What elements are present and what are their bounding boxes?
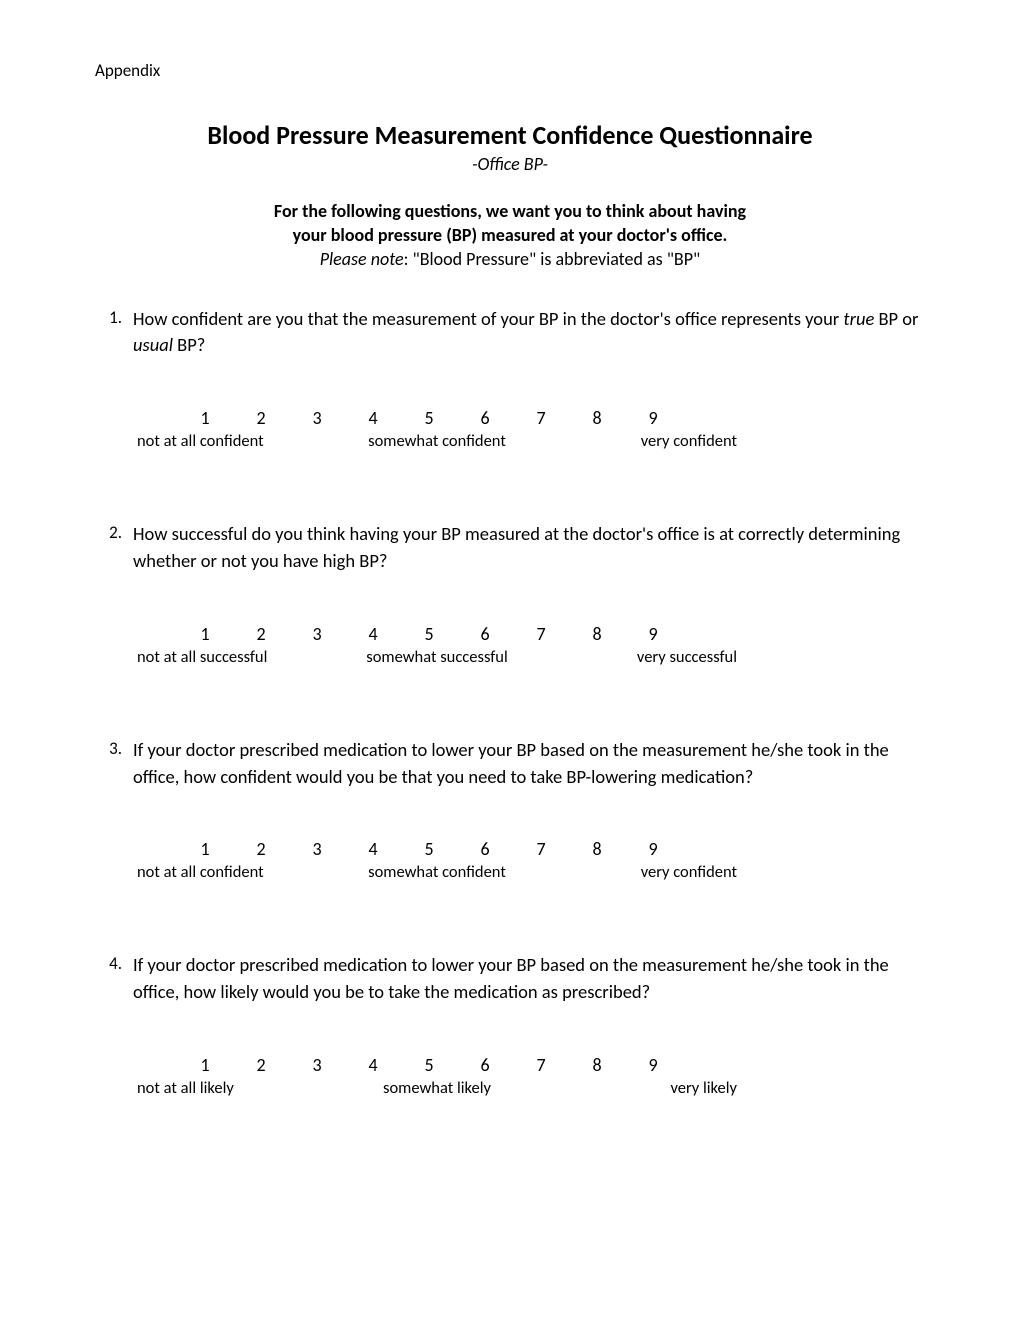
scale-labels: not at all successful somewhat successfu… bbox=[137, 647, 737, 667]
scale-option-5[interactable]: 5 bbox=[401, 838, 457, 860]
scale-option-5[interactable]: 5 bbox=[401, 623, 457, 645]
scale-1: 1 2 3 4 5 6 7 8 9 not at all confident s… bbox=[95, 407, 925, 451]
scale-label-mid: somewhat likely bbox=[337, 1078, 537, 1098]
question-number: 4. bbox=[95, 952, 133, 1006]
scale-option-1[interactable]: 1 bbox=[177, 407, 233, 429]
scale-label-right: very likely bbox=[537, 1078, 737, 1098]
scale-labels: not at all likely somewhat likely very l… bbox=[137, 1078, 737, 1098]
question-4: 4. If your doctor prescribed medication … bbox=[95, 952, 925, 1006]
instructions-line-1: For the following questions, we want you… bbox=[95, 199, 925, 223]
scale-option-7[interactable]: 7 bbox=[513, 623, 569, 645]
question-text: How confident are you that the measureme… bbox=[133, 306, 925, 360]
scale-option-3[interactable]: 3 bbox=[289, 407, 345, 429]
scale-option-4[interactable]: 4 bbox=[345, 623, 401, 645]
scale-label-mid: somewhat confident bbox=[337, 862, 537, 882]
question-number: 3. bbox=[95, 737, 133, 791]
question-text: How successful do you think having your … bbox=[133, 521, 925, 575]
instructions-line-2: your blood pressure (BP) measured at you… bbox=[95, 223, 925, 247]
question-3: 3. If your doctor prescribed medication … bbox=[95, 737, 925, 791]
page-header-label: Appendix bbox=[95, 60, 925, 81]
scale-option-8[interactable]: 8 bbox=[569, 407, 625, 429]
scale-option-1[interactable]: 1 bbox=[177, 1054, 233, 1076]
scale-option-9[interactable]: 9 bbox=[625, 1054, 681, 1076]
scale-labels: not at all confident somewhat confident … bbox=[137, 862, 737, 882]
scale-labels: not at all confident somewhat confident … bbox=[137, 431, 737, 451]
scale-numbers: 1 2 3 4 5 6 7 8 9 bbox=[137, 407, 925, 429]
scale-label-right: very successful bbox=[537, 647, 737, 667]
document-title: Blood Pressure Measurement Confidence Qu… bbox=[95, 119, 925, 151]
scale-option-9[interactable]: 9 bbox=[625, 407, 681, 429]
scale-option-3[interactable]: 3 bbox=[289, 1054, 345, 1076]
scale-option-4[interactable]: 4 bbox=[345, 1054, 401, 1076]
scale-2: 1 2 3 4 5 6 7 8 9 not at all successful … bbox=[95, 623, 925, 667]
document-subtitle: -Office BP- bbox=[95, 153, 925, 175]
question-block-4: 4. If your doctor prescribed medication … bbox=[95, 952, 925, 1098]
scale-option-2[interactable]: 2 bbox=[233, 838, 289, 860]
scale-numbers: 1 2 3 4 5 6 7 8 9 bbox=[137, 623, 925, 645]
scale-option-2[interactable]: 2 bbox=[233, 623, 289, 645]
question-block-2: 2. How successful do you think having yo… bbox=[95, 521, 925, 667]
scale-option-6[interactable]: 6 bbox=[457, 1054, 513, 1076]
scale-option-8[interactable]: 8 bbox=[569, 1054, 625, 1076]
scale-option-2[interactable]: 2 bbox=[233, 407, 289, 429]
scale-option-9[interactable]: 9 bbox=[625, 623, 681, 645]
scale-label-left: not at all likely bbox=[137, 1078, 337, 1098]
scale-label-right: very confident bbox=[537, 431, 737, 451]
question-text: If your doctor prescribed medication to … bbox=[133, 737, 925, 791]
scale-option-4[interactable]: 4 bbox=[345, 407, 401, 429]
scale-label-mid: somewhat confident bbox=[337, 431, 537, 451]
question-2: 2. How successful do you think having yo… bbox=[95, 521, 925, 575]
instructions-note: Please note: "Blood Pressure" is abbrevi… bbox=[95, 248, 925, 270]
question-text: If your doctor prescribed medication to … bbox=[133, 952, 925, 1006]
scale-label-left: not at all successful bbox=[137, 647, 337, 667]
scale-option-4[interactable]: 4 bbox=[345, 838, 401, 860]
scale-option-6[interactable]: 6 bbox=[457, 623, 513, 645]
scale-option-8[interactable]: 8 bbox=[569, 838, 625, 860]
scale-label-left: not at all confident bbox=[137, 862, 337, 882]
scale-option-7[interactable]: 7 bbox=[513, 407, 569, 429]
scale-option-5[interactable]: 5 bbox=[401, 1054, 457, 1076]
question-block-1: 1. How confident are you that the measur… bbox=[95, 306, 925, 452]
scale-option-3[interactable]: 3 bbox=[289, 838, 345, 860]
scale-option-6[interactable]: 6 bbox=[457, 838, 513, 860]
scale-numbers: 1 2 3 4 5 6 7 8 9 bbox=[137, 838, 925, 860]
scale-option-3[interactable]: 3 bbox=[289, 623, 345, 645]
scale-option-7[interactable]: 7 bbox=[513, 1054, 569, 1076]
scale-numbers: 1 2 3 4 5 6 7 8 9 bbox=[137, 1054, 925, 1076]
scale-option-1[interactable]: 1 bbox=[177, 623, 233, 645]
scale-option-9[interactable]: 9 bbox=[625, 838, 681, 860]
question-number: 1. bbox=[95, 306, 133, 360]
instructions-note-label: Please note bbox=[320, 248, 404, 270]
scale-option-7[interactable]: 7 bbox=[513, 838, 569, 860]
scale-3: 1 2 3 4 5 6 7 8 9 not at all confident s… bbox=[95, 838, 925, 882]
scale-label-right: very confident bbox=[537, 862, 737, 882]
scale-option-6[interactable]: 6 bbox=[457, 407, 513, 429]
question-number: 2. bbox=[95, 521, 133, 575]
scale-label-mid: somewhat successful bbox=[337, 647, 537, 667]
scale-option-2[interactable]: 2 bbox=[233, 1054, 289, 1076]
question-block-3: 3. If your doctor prescribed medication … bbox=[95, 737, 925, 883]
question-1: 1. How confident are you that the measur… bbox=[95, 306, 925, 360]
scale-label-left: not at all confident bbox=[137, 431, 337, 451]
instructions-note-text: : "Blood Pressure" is abbreviated as "BP… bbox=[404, 248, 701, 270]
scale-4: 1 2 3 4 5 6 7 8 9 not at all likely some… bbox=[95, 1054, 925, 1098]
scale-option-5[interactable]: 5 bbox=[401, 407, 457, 429]
scale-option-1[interactable]: 1 bbox=[177, 838, 233, 860]
scale-option-8[interactable]: 8 bbox=[569, 623, 625, 645]
